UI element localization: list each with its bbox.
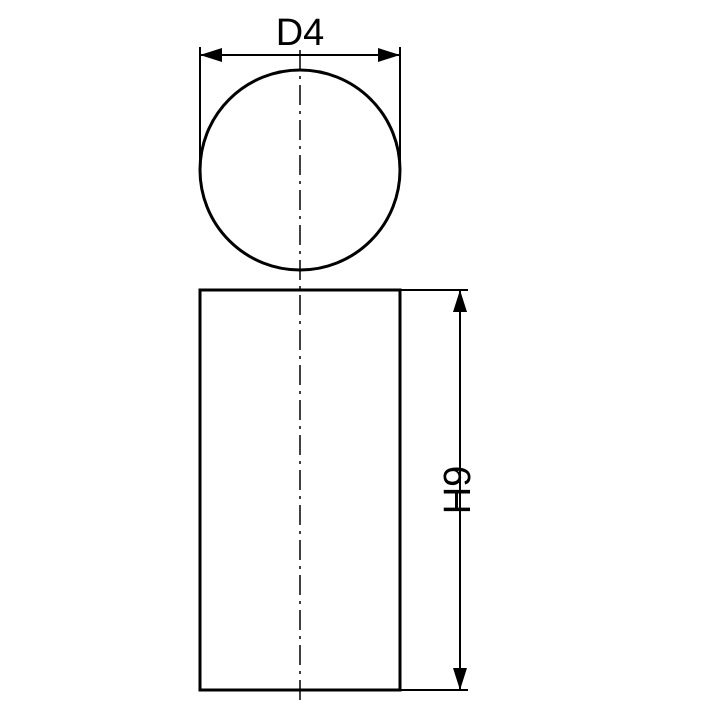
dimension-arrowhead bbox=[453, 290, 467, 312]
technical-drawing: D4 H9 bbox=[0, 0, 720, 720]
h9-label: H9 bbox=[437, 466, 479, 515]
dimension-arrowhead bbox=[378, 48, 400, 62]
d4-label: D4 bbox=[276, 12, 325, 54]
dimension-arrowhead bbox=[453, 668, 467, 690]
dimension-arrowhead bbox=[200, 48, 222, 62]
